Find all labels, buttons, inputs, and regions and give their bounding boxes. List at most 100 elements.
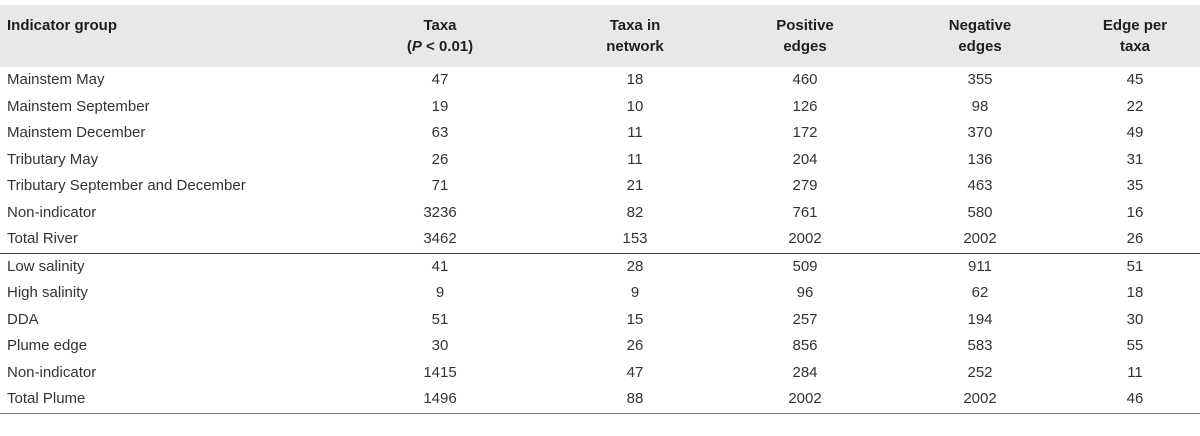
cell-positive-edges: 204 — [792, 150, 818, 168]
cell-indicator-group: Tributary September and December — [7, 177, 246, 195]
cell-negative-edges: 2002 — [890, 386, 1070, 414]
cell-taxa: 51 — [431, 310, 449, 328]
cell-edge-per-taxa: 26 — [1126, 230, 1144, 248]
header-taxa: Taxa (P < 0.01) — [330, 5, 550, 67]
cell-taxa: 47 — [431, 71, 449, 89]
cell-taxa-in-network: 11 — [627, 150, 643, 168]
table-row: High salinity 9 9 96 62 18 — [0, 280, 1200, 307]
cell-taxa: 9 — [435, 284, 445, 302]
cell-positive-edges: 856 — [792, 337, 818, 355]
header-positive-edges-line2: edges — [783, 38, 827, 55]
header-negative-edges: Negative edges — [890, 5, 1070, 67]
cell-taxa-in-network: 10 — [626, 97, 644, 115]
cell-taxa-in-network: 18 — [626, 71, 644, 89]
cell-indicator-group: Tributary May — [7, 150, 99, 168]
cell-positive-edges: 96 — [796, 284, 814, 302]
cell-indicator-group: Total Plume — [0, 386, 330, 414]
cell-taxa-in-network: 11 — [627, 124, 643, 142]
cell-indicator-group: Mainstem December — [7, 124, 146, 142]
cell-negative-edges: 355 — [967, 71, 993, 89]
header-taxa-in-network-line2: network — [606, 38, 664, 55]
cell-positive-edges: 2002 — [720, 386, 890, 414]
cell-taxa: 1415 — [423, 363, 457, 381]
header-taxa-in-network-line1: Taxa in — [609, 17, 661, 34]
cell-taxa-in-network: 28 — [550, 252, 720, 280]
table-row: Non-indicator 3236 82 761 580 16 — [0, 200, 1200, 227]
cell-indicator-group: Mainstem May — [7, 71, 105, 89]
table-row-total-river: Total River 3462 153 2002 2002 26 — [0, 226, 1200, 253]
cell-positive-edges: 279 — [792, 177, 818, 195]
cell-taxa: 71 — [431, 177, 449, 195]
cell-taxa-in-network: 15 — [626, 310, 644, 328]
table-header-row: Indicator group Taxa (P < 0.01) Taxa in … — [0, 5, 1200, 67]
cell-positive-edges: 126 — [792, 97, 818, 115]
table-row: Tributary September and December 71 21 2… — [0, 173, 1200, 200]
cell-taxa: 30 — [431, 337, 449, 355]
cell-taxa-in-network: 21 — [626, 177, 644, 195]
header-indicator-group-label: Indicator group — [7, 17, 117, 34]
cell-taxa: 19 — [431, 97, 449, 115]
cell-taxa: 26 — [431, 150, 449, 168]
table-row: Mainstem May 47 18 460 355 45 — [0, 67, 1200, 94]
cell-positive-edges: 284 — [792, 363, 818, 381]
indicator-network-table: Indicator group Taxa (P < 0.01) Taxa in … — [0, 5, 1200, 414]
cell-taxa-in-network: 9 — [630, 284, 640, 302]
cell-edge-per-taxa: 22 — [1126, 97, 1144, 115]
cell-edge-per-taxa: 46 — [1070, 386, 1200, 414]
header-edge-per-taxa-line2: taxa — [1119, 38, 1151, 55]
table-row: Tributary May 26 11 204 136 31 — [0, 147, 1200, 174]
cell-indicator-group: Low salinity — [0, 252, 330, 280]
header-positive-edges-line1: Positive — [776, 17, 834, 34]
cell-negative-edges: 2002 — [963, 230, 997, 248]
cell-edge-per-taxa: 31 — [1126, 150, 1144, 168]
header-negative-edges-line1: Negative — [948, 17, 1012, 34]
cell-edge-per-taxa: 51 — [1070, 252, 1200, 280]
table-row-total-plume: Total Plume 1496 88 2002 2002 46 — [0, 386, 1200, 414]
cell-taxa-in-network: 153 — [622, 230, 648, 248]
table-row: DDA 51 15 257 194 30 — [0, 307, 1200, 334]
cell-negative-edges: 463 — [967, 177, 993, 195]
cell-edge-per-taxa: 11 — [1127, 363, 1143, 381]
cell-positive-edges: 761 — [792, 203, 818, 221]
cell-negative-edges: 252 — [967, 363, 993, 381]
table-row: Plume edge 30 26 856 583 55 — [0, 333, 1200, 360]
cell-negative-edges: 911 — [890, 252, 1070, 280]
cell-negative-edges: 136 — [967, 150, 993, 168]
cell-indicator-group: Mainstem September — [7, 97, 150, 115]
table-row: Mainstem December 63 11 172 370 49 — [0, 120, 1200, 147]
cell-taxa-in-network: 82 — [626, 203, 644, 221]
cell-taxa: 63 — [431, 124, 449, 142]
cell-taxa-in-network: 88 — [550, 386, 720, 414]
header-negative-edges-line2: edges — [958, 38, 1002, 55]
cell-negative-edges: 370 — [967, 124, 993, 142]
cell-indicator-group: DDA — [7, 310, 39, 328]
header-indicator-group: Indicator group — [0, 5, 330, 67]
cell-edge-per-taxa: 55 — [1126, 337, 1144, 355]
cell-negative-edges: 62 — [971, 284, 989, 302]
header-taxa-line2: (P < 0.01) — [330, 36, 550, 57]
header-edge-per-taxa: Edge per taxa — [1070, 5, 1200, 67]
cell-taxa: 3462 — [423, 230, 457, 248]
table-row: Non-indicator 1415 47 284 252 11 — [0, 360, 1200, 387]
header-edge-per-taxa-line1: Edge per — [1102, 17, 1168, 34]
cell-indicator-group: Plume edge — [7, 337, 88, 355]
cell-indicator-group: Total River — [7, 230, 78, 248]
cell-positive-edges: 2002 — [788, 230, 822, 248]
cell-positive-edges: 172 — [792, 124, 818, 142]
cell-taxa-in-network: 47 — [626, 363, 644, 381]
cell-indicator-group: Non-indicator — [7, 203, 97, 221]
cell-indicator-group: Non-indicator — [7, 363, 97, 381]
header-taxa-threshold: < 0.01) — [421, 38, 474, 55]
cell-edge-per-taxa: 35 — [1126, 177, 1144, 195]
cell-edge-per-taxa: 45 — [1126, 71, 1144, 89]
cell-negative-edges: 194 — [967, 310, 993, 328]
table-row: Mainstem September 19 10 126 98 22 — [0, 94, 1200, 121]
header-taxa-open-paren: ( — [406, 38, 412, 55]
cell-taxa-in-network: 26 — [626, 337, 644, 355]
cell-taxa: 1496 — [330, 386, 550, 414]
cell-edge-per-taxa: 49 — [1126, 124, 1144, 142]
cell-positive-edges: 509 — [720, 252, 890, 280]
table-row: Low salinity 41 28 509 911 51 — [0, 252, 1200, 280]
cell-edge-per-taxa: 16 — [1126, 203, 1144, 221]
